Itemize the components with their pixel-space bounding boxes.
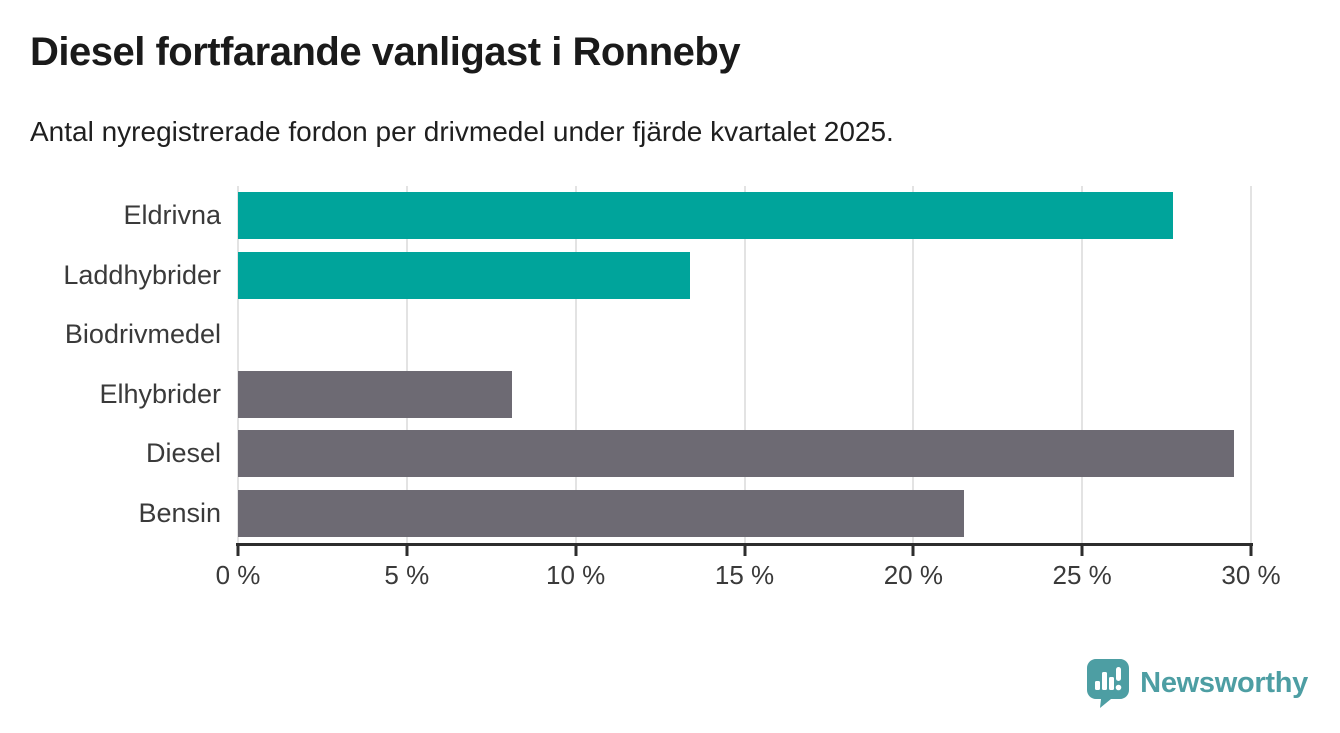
gridline [912, 186, 915, 543]
x-axis-tick [574, 543, 578, 556]
x-axis-tick [1080, 543, 1084, 556]
bar-chart-speech-bubble-icon [1087, 659, 1130, 708]
category-label: Laddhybrider [63, 259, 221, 290]
x-axis-tick [405, 543, 409, 556]
category-label: Bensin [138, 497, 221, 528]
bar-diesel [238, 430, 1235, 478]
gridline [1081, 186, 1084, 543]
x-axis-tick-label: 10 % [546, 560, 606, 590]
x-axis-tick-label: 0 % [215, 560, 261, 590]
bar-track [238, 251, 1251, 299]
x-axis-tick-label: 15 % [714, 560, 775, 590]
bar-track [238, 430, 1251, 478]
bar-bensin [238, 489, 964, 537]
newsworthy-logo: Newsworthy [1086, 658, 1308, 708]
category-label: Eldrivna [123, 200, 221, 231]
x-axis-tick-label: 20 % [883, 560, 943, 590]
bar-track [238, 311, 1251, 358]
category-label: Biodrivmedel [64, 319, 221, 350]
x-axis-tick-label: 25 % [1052, 560, 1112, 590]
x-axis-tick [236, 543, 240, 556]
chart-subtitle: Antal nyregistrerade fordon per drivmede… [30, 116, 894, 147]
gridline [743, 186, 746, 543]
chart-title: Diesel fortfarande vanligast i Ronneby [30, 30, 741, 74]
bar-row: Bensin [0, 484, 1340, 544]
x-axis-tick-label: 5 % [384, 560, 430, 590]
bar-row: Elhybrider [0, 365, 1340, 425]
bar-laddhybrider [238, 251, 691, 299]
bar-eldrivna [238, 192, 1174, 240]
gridlines [237, 186, 1252, 543]
bar-track [238, 489, 1251, 537]
bar-row: Diesel [0, 424, 1340, 484]
category-label: Elhybrider [99, 378, 221, 409]
bar-row: Eldrivna [0, 186, 1340, 246]
bar-rows: Eldrivna Laddhybrider Biodrivmedel Elhybrid… [0, 186, 1340, 543]
x-axis-tick [911, 543, 915, 556]
bar-track [238, 192, 1251, 240]
bar-row: Biodrivmedel [0, 305, 1340, 365]
gridline [405, 186, 408, 543]
x-axis-tick [743, 543, 746, 556]
bar-row: Laddhybrider [0, 246, 1340, 306]
x-axis-tick-label: 30 % [1221, 560, 1281, 590]
gridline [574, 186, 577, 543]
x-axis: 0 % 5 % 10 % 15 % 20 % 25 % 30 % [216, 543, 1281, 603]
x-axis-tick [1249, 543, 1253, 556]
newsworthy-logo-text: Newsworthy [1140, 666, 1308, 699]
category-label: Diesel [145, 438, 221, 469]
bar-track [238, 370, 1251, 418]
bar-elhybrider [238, 370, 512, 418]
gridline [237, 186, 239, 543]
gridline [1250, 186, 1252, 543]
